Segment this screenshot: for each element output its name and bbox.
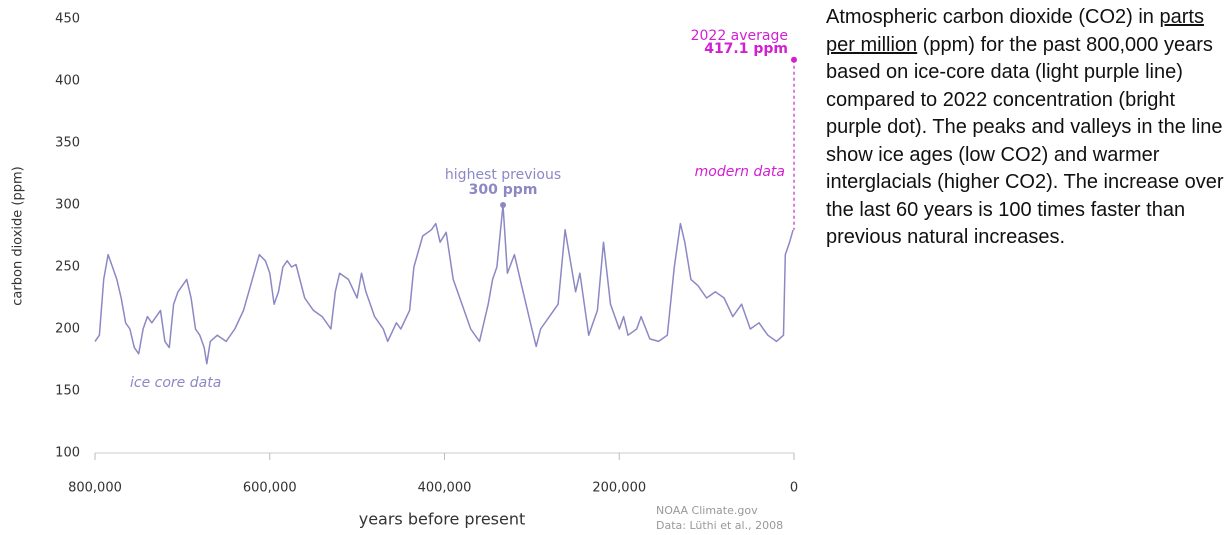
x-tick-label: 0 (790, 481, 798, 496)
y-tick-label: 350 (55, 136, 80, 151)
region-label: modern data (695, 164, 785, 180)
y-tick-label: 400 (55, 74, 80, 89)
y-tick-label: 200 (55, 322, 80, 337)
y-tick-label: 100 (55, 446, 80, 461)
highlight-label: 2022 average (691, 28, 788, 44)
x-tick-label: 400,000 (418, 481, 472, 496)
y-tick-label: 450 (55, 12, 80, 27)
highlight-value: 417.1 ppm (704, 41, 788, 57)
y-tick-label: 250 (55, 260, 80, 275)
description-text: Atmospheric carbon dioxide (CO2) in (826, 6, 1160, 28)
description-link[interactable]: parts per million (826, 6, 1204, 56)
source: NOAA Climate.gov (656, 504, 758, 517)
y-axis-label: carbon dioxide (ppm) (11, 166, 26, 305)
y-tick-label: 150 (55, 384, 80, 399)
x-tick-label: 800,000 (68, 481, 122, 496)
highlight-label: highest previous (445, 167, 561, 183)
chart: carbon dioxide (ppm) years before presen… (11, 12, 799, 533)
description-text: (ppm) for the past 800,000 years based o… (826, 33, 1224, 249)
data-line (94, 204, 794, 365)
region-label: ice core data (130, 375, 221, 391)
x-tick-label: 600,000 (243, 481, 297, 496)
highlight-value: 300 ppm (469, 182, 538, 198)
highlight-point (791, 56, 797, 63)
highlight-point (500, 202, 507, 208)
y-tick-label: 300 (55, 198, 80, 213)
x-axis-label: years before present (359, 510, 526, 529)
x-tick-label: 200,000 (592, 481, 646, 496)
source: Data: Lüthi et al., 2008 (656, 519, 783, 532)
description: Atmospheric carbon dioxide (CO2) in part… (826, 4, 1224, 252)
